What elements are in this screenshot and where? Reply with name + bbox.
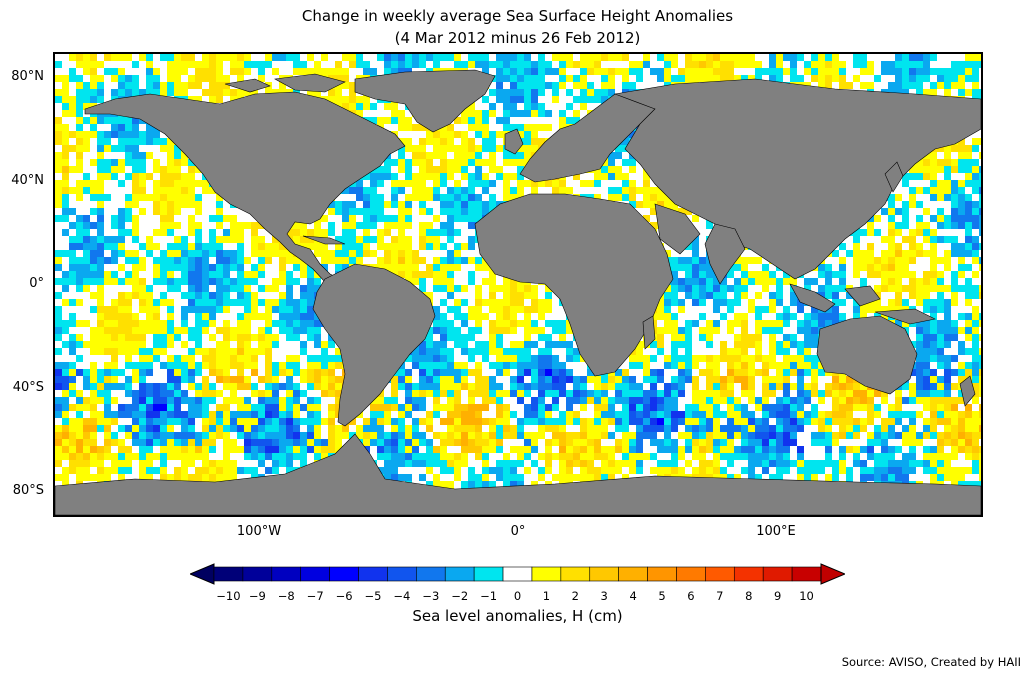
- colorbar-tick-label: −10: [216, 589, 241, 603]
- colorbar-tick-label: −1: [480, 589, 498, 603]
- colorbar-swatch: [242, 566, 273, 582]
- colorbar-tick-label: −4: [393, 589, 411, 603]
- colorbar-label: Sea level anomalies, H (cm): [412, 607, 623, 625]
- colorbar-tick-label: 4: [629, 589, 637, 603]
- colorbar-swatch: [733, 566, 764, 582]
- colorbar-swatch: [502, 566, 533, 582]
- lon-label-0: 0°: [510, 524, 526, 539]
- colorbar-tick-label: 7: [716, 589, 724, 603]
- landmass-africa: [474, 193, 674, 377]
- colorbar-swatch: [300, 566, 330, 582]
- colorbar-under-arrow: [188, 563, 215, 585]
- landmass-new-zealand: [959, 375, 976, 407]
- landmass-australia: [816, 315, 918, 395]
- landmass-greenland: [354, 69, 496, 133]
- landmass-japan: [884, 161, 904, 193]
- colorbar-tick-label: 0: [513, 589, 522, 603]
- lat-label-80n: 80°N: [11, 69, 44, 84]
- lat-label-40s: 40°S: [12, 380, 44, 395]
- landmass-uk: [504, 128, 524, 155]
- colorbar-swatch: [213, 566, 244, 582]
- colorbar-over-arrow: [820, 563, 847, 585]
- colorbar-swatch: [387, 566, 417, 582]
- colorbar-tick-label: −5: [364, 589, 382, 603]
- colorbar-swatch: [271, 566, 302, 582]
- colorbar-graphic: [188, 563, 847, 585]
- chart-title: Change in weekly average Sea Surface Hei…: [301, 7, 734, 25]
- colorbar-tick-label: −6: [335, 589, 353, 603]
- colorbar-tick-label: −2: [451, 589, 469, 603]
- colorbar-tick-label: 8: [745, 589, 753, 603]
- colorbar-tick-label: 3: [600, 589, 608, 603]
- colorbar-swatch: [531, 566, 562, 582]
- colorbar-tick-label: −8: [277, 589, 295, 603]
- colorbar-tick-label: 10: [799, 589, 814, 603]
- source-credit: Source: AVISO, Created by HAII: [841, 655, 1021, 669]
- landmass-south-america: [312, 263, 436, 427]
- colorbar-swatch: [791, 566, 822, 582]
- colorbar-swatch: [676, 566, 706, 582]
- lat-label-40n: 40°N: [11, 173, 44, 188]
- colorbar: [188, 563, 847, 585]
- landmass-india: [704, 223, 746, 285]
- colorbar-tick-label: −9: [248, 589, 266, 603]
- landmass-antarctica: [55, 433, 981, 515]
- landmass-asia: [613, 78, 981, 280]
- colorbar-swatch: [416, 566, 446, 582]
- landmass-arctic-islands: [274, 73, 346, 93]
- lat-label-0: 0°: [29, 276, 44, 291]
- colorbar-tick-label: −7: [306, 589, 324, 603]
- colorbar-swatch: [705, 566, 735, 582]
- colorbar-swatch: [473, 566, 504, 582]
- landmass-madagascar: [642, 315, 656, 350]
- colorbar-tick-label: 9: [773, 589, 782, 603]
- colorbar-tick-label: −3: [422, 589, 440, 603]
- colorbar-tick-label: 2: [571, 589, 579, 603]
- lon-label-100w: 100°W: [236, 524, 282, 539]
- colorbar-tick-label: 1: [542, 589, 551, 603]
- lon-label-100e: 100°E: [756, 524, 796, 539]
- colorbar-tick-label: 6: [687, 589, 695, 603]
- landmass-north-america: [84, 91, 406, 283]
- colorbar-swatch: [762, 566, 793, 582]
- colorbar-swatch: [589, 566, 619, 582]
- colorbar-swatch: [444, 566, 475, 582]
- map-panel: [53, 52, 983, 517]
- colorbar-swatch: [329, 566, 359, 582]
- landmass-arabia: [654, 203, 701, 255]
- colorbar-tick-label: 5: [658, 589, 666, 603]
- chart-subtitle: (4 Mar 2012 minus 26 Feb 2012): [394, 29, 641, 47]
- colorbar-swatch: [618, 566, 648, 582]
- colorbar-swatch: [358, 566, 388, 582]
- landmasses: [55, 69, 981, 515]
- sea-surface-height-map: [55, 54, 981, 515]
- colorbar-swatch: [647, 566, 677, 582]
- lat-label-80s: 80°S: [12, 483, 44, 498]
- colorbar-swatch: [560, 566, 591, 582]
